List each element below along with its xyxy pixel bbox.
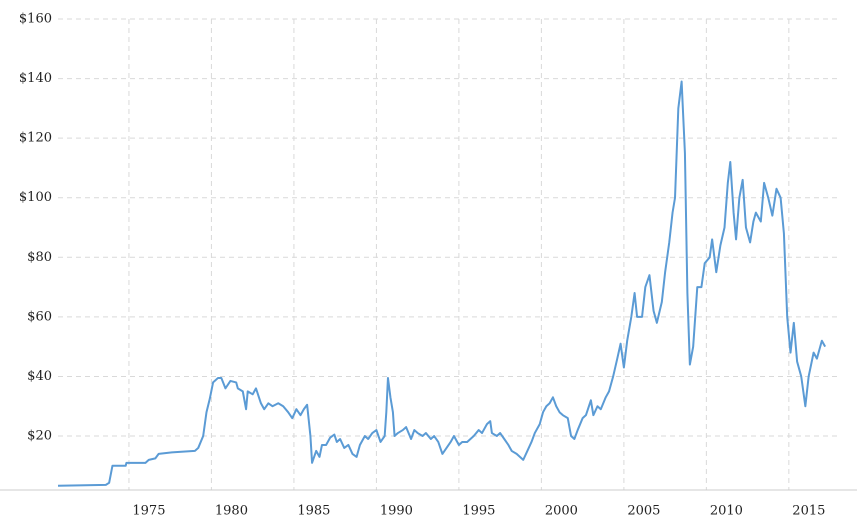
y-tick-label: $20	[27, 429, 52, 444]
y-tick-label: $100	[19, 190, 52, 205]
y-tick-label: $60	[27, 309, 52, 324]
y-tick-label: $160	[19, 12, 52, 27]
x-tick-label: 2010	[710, 504, 743, 519]
x-tick-label: 2005	[627, 504, 660, 519]
x-tick-label: 2000	[545, 504, 578, 519]
price-line	[57, 80, 827, 487]
x-tick-label: 2015	[792, 504, 825, 519]
x-tick-label: 1980	[215, 504, 248, 519]
y-tick-label: $80	[27, 250, 52, 265]
x-tick-label: 1985	[297, 504, 330, 519]
x-tick-label: 1975	[132, 504, 165, 519]
y-tick-label: $120	[19, 131, 52, 146]
y-tick-label: $40	[27, 369, 52, 384]
x-tick-label: 1995	[462, 504, 495, 519]
x-tick-label: 1990	[380, 504, 413, 519]
y-tick-label: $140	[19, 71, 52, 86]
